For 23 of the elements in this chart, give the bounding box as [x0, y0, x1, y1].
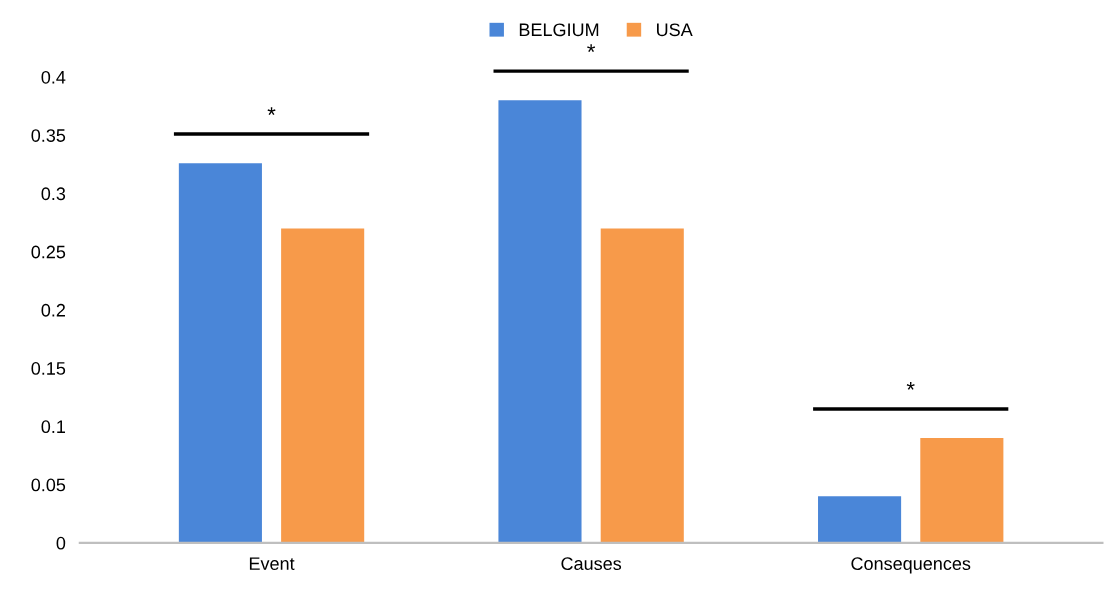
y-tick-label: 0.1: [41, 420, 66, 434]
bar: [498, 100, 582, 543]
legend-label: USA: [657, 23, 693, 37]
y-tick-label: 0.35: [31, 129, 66, 142]
y-tick-label: 0.3: [41, 187, 66, 201]
x-tick-label: Causes: [561, 557, 622, 571]
bar: [920, 438, 1004, 543]
legend-label: BELGIUM: [519, 23, 599, 37]
y-tick-label: 0: [56, 536, 66, 550]
annotation: *: [267, 107, 276, 115]
y-tick-label: 0.05: [31, 478, 66, 492]
y-tick-label: 0.2: [41, 303, 65, 317]
text: *: [587, 44, 596, 53]
bar: [178, 163, 262, 543]
y-tick-label: 0.4: [41, 70, 66, 84]
bar: [281, 228, 365, 543]
bar: [600, 228, 684, 543]
x-tick-label: Consequences: [851, 557, 971, 574]
bar: [818, 496, 902, 543]
x-tick-label: Event: [249, 557, 295, 571]
annotation: *: [906, 382, 915, 390]
y-tick-label: 0.25: [31, 245, 66, 259]
y-tick-label: 0.15: [31, 362, 66, 375]
